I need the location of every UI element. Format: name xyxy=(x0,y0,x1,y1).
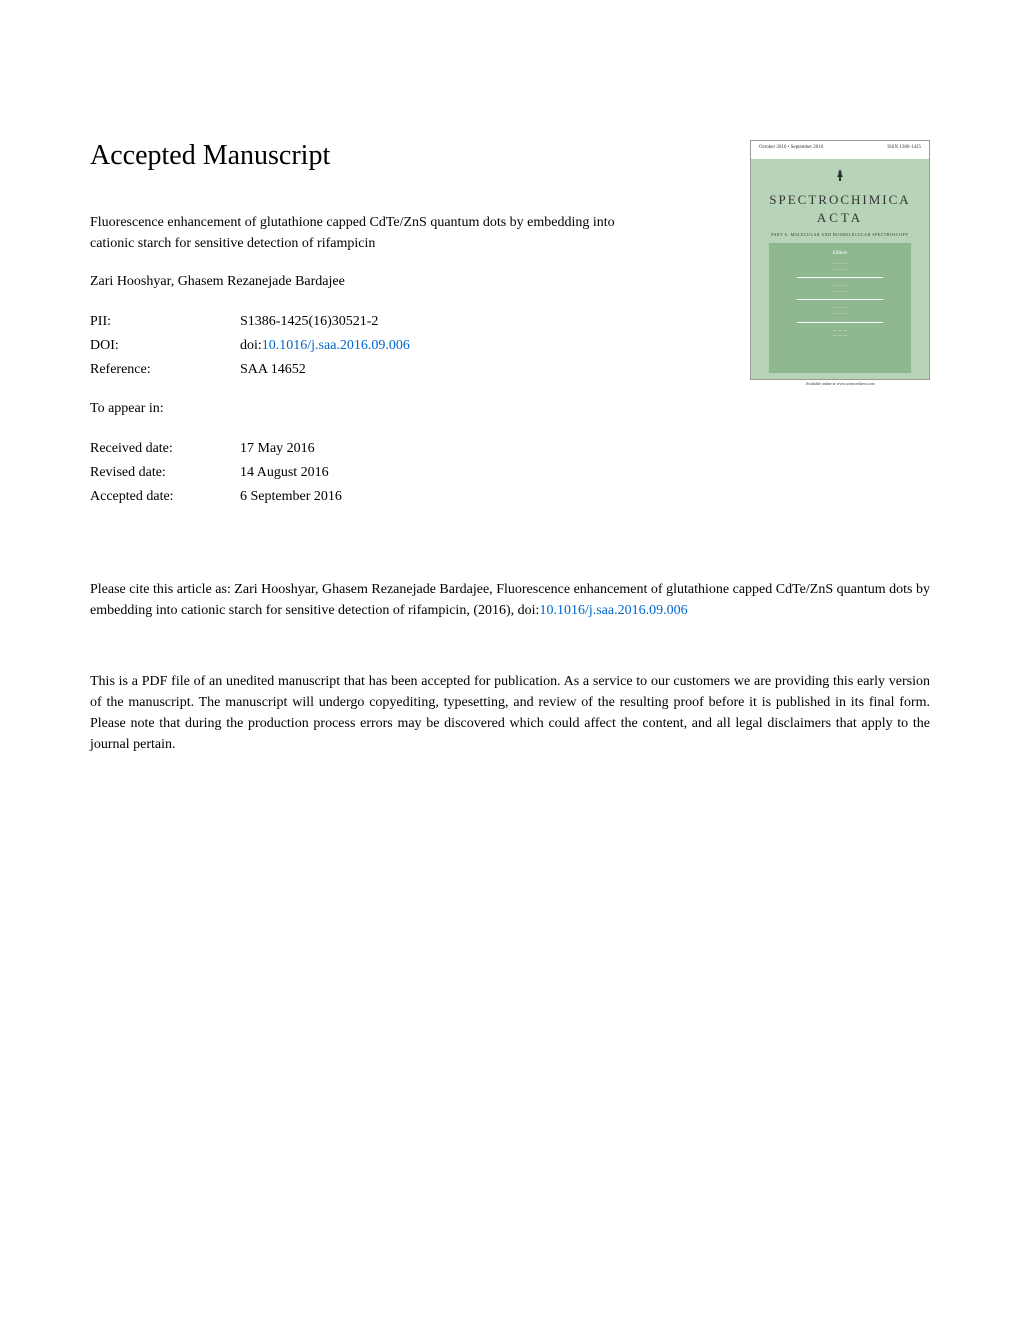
journal-cover: October 2016 • September 2016 ISSN 1386-… xyxy=(750,140,930,380)
cover-header-right: ISSN 1386-1425 xyxy=(887,145,921,155)
header-section: Accepted Manuscript Fluorescence enhance… xyxy=(90,140,930,529)
metadata-identifiers: PII: S1386-1425(16)30521-2 DOI: doi:10.1… xyxy=(90,310,730,381)
cover-editor-block-2: — — —— — — xyxy=(777,282,903,293)
title-block: Accepted Manuscript Fluorescence enhance… xyxy=(90,140,730,529)
doi-value-wrapper: doi:10.1016/j.saa.2016.09.006 xyxy=(240,334,410,358)
metadata-row-received: Received date: 17 May 2016 xyxy=(90,437,730,461)
doi-label: DOI: xyxy=(90,334,240,358)
pii-label: PII: xyxy=(90,310,240,334)
reference-label: Reference: xyxy=(90,358,240,382)
received-label: Received date: xyxy=(90,437,240,461)
metadata-row-doi: DOI: doi:10.1016/j.saa.2016.09.006 xyxy=(90,334,730,358)
cover-editor-label: Editors xyxy=(777,251,903,256)
metadata-row-pii: PII: S1386-1425(16)30521-2 xyxy=(90,310,730,334)
metadata-row-accepted: Accepted date: 6 September 2016 xyxy=(90,485,730,509)
cover-journal-title-2: ACTA xyxy=(751,210,929,230)
cover-divider-2 xyxy=(797,299,883,300)
citation-doi-link[interactable]: 10.1016/j.saa.2016.09.006 xyxy=(539,603,687,618)
cover-header-left: October 2016 • September 2016 xyxy=(759,145,823,155)
cover-editor-block-3: — — —— — — xyxy=(777,304,903,315)
elsevier-tree-icon xyxy=(832,172,848,187)
cover-part-label: PART A: MOLECULAR AND BIOMOLECULAR SPECT… xyxy=(751,230,929,243)
revised-label: Revised date: xyxy=(90,461,240,485)
received-value: 17 May 2016 xyxy=(240,437,315,461)
citation-text: Please cite this article as: Zari Hooshy… xyxy=(90,579,930,621)
page-title: Accepted Manuscript xyxy=(90,140,730,172)
cover-logo xyxy=(751,159,929,190)
cover-footer: Available online at www.sciencedirect.co… xyxy=(751,373,929,394)
article-title: Fluorescence enhancement of glutathione … xyxy=(90,212,650,254)
pii-value: S1386-1425(16)30521-2 xyxy=(240,310,378,334)
doi-link[interactable]: 10.1016/j.saa.2016.09.006 xyxy=(262,338,410,353)
metadata-dates: Received date: 17 May 2016 Revised date:… xyxy=(90,437,730,508)
accepted-label: Accepted date: xyxy=(90,485,240,509)
citation-body: Please cite this article as: Zari Hooshy… xyxy=(90,582,930,618)
cover-editor-block-1: — — —— — — xyxy=(777,260,903,271)
metadata-row-revised: Revised date: 14 August 2016 xyxy=(90,461,730,485)
appear-in-label: To appear in: xyxy=(90,401,730,417)
cover-middle-panel: Editors — — —— — — — — —— — — — — —— — —… xyxy=(769,243,911,373)
revised-value: 14 August 2016 xyxy=(240,461,329,485)
accepted-value: 6 September 2016 xyxy=(240,485,342,509)
reference-value: SAA 14652 xyxy=(240,358,306,382)
doi-prefix: doi: xyxy=(240,338,262,353)
cover-editor-block-4: — — —— — — xyxy=(777,327,903,338)
cover-divider-1 xyxy=(797,277,883,278)
disclaimer-text: This is a PDF file of an unedited manusc… xyxy=(90,671,930,755)
cover-journal-title-1: SPECTROCHIMICA xyxy=(751,190,929,210)
cover-header: October 2016 • September 2016 ISSN 1386-… xyxy=(751,141,929,159)
cover-divider-3 xyxy=(797,322,883,323)
article-authors: Zari Hooshyar, Ghasem Rezanejade Bardaje… xyxy=(90,274,730,290)
metadata-row-reference: Reference: SAA 14652 xyxy=(90,358,730,382)
